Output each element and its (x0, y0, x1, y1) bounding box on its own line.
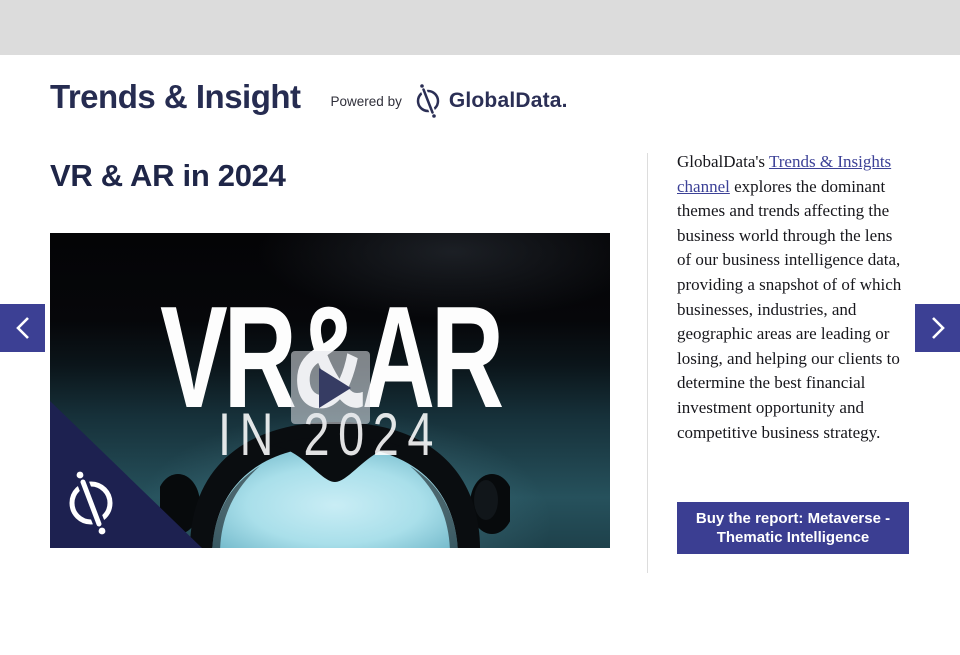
page-title: VR & AR in 2024 (50, 158, 286, 193)
header: Trends & Insight Powered by GlobalData. (50, 76, 568, 118)
description-text: GlobalData's Trends & Insights channel e… (677, 150, 910, 445)
description-body: explores the dominant themes and trends … (677, 176, 902, 442)
vertical-divider (647, 153, 648, 573)
chevron-left-icon (15, 317, 29, 339)
brand-name: GlobalData. (448, 89, 568, 112)
globaldata-mark-icon (69, 471, 113, 535)
description-panel: GlobalData's Trends & Insights channel e… (677, 150, 910, 554)
carousel-prev-button[interactable] (0, 304, 45, 352)
globaldata-logo-icon (416, 84, 440, 118)
top-gray-bar (0, 0, 960, 55)
vr-headset-image (160, 422, 510, 548)
video-thumbnail[interactable]: VR&AR IN 2024 (50, 233, 610, 548)
description-lead: GlobalData's (677, 152, 769, 171)
buy-report-button[interactable]: Buy the report: Metaverse - Thematic Int… (677, 502, 909, 554)
powered-by-label: Powered by (330, 93, 402, 109)
chevron-right-icon (931, 317, 945, 339)
play-button[interactable] (291, 351, 370, 424)
trends-insights-channel-link[interactable]: Trends & Insights channel (677, 152, 892, 196)
carousel-next-button[interactable] (915, 304, 960, 352)
site-title: Trends & Insight (50, 78, 301, 115)
play-icon (318, 367, 351, 408)
powered-by-group: Powered by GlobalData. (331, 84, 568, 118)
